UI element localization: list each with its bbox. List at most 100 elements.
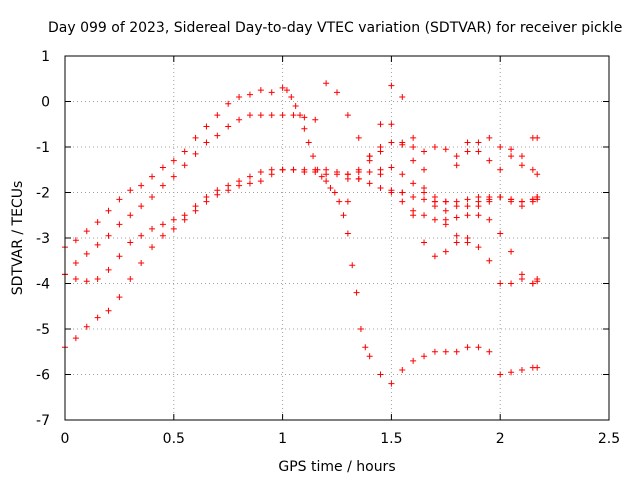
data-point: [344, 198, 351, 205]
data-point: [442, 207, 449, 214]
data-point: [203, 123, 210, 130]
data-point: [203, 198, 210, 205]
data-point: [431, 144, 438, 150]
data-point: [268, 171, 275, 178]
data-point: [225, 187, 232, 194]
data-point: [170, 157, 177, 164]
data-point: [508, 280, 515, 287]
data-point: [138, 232, 145, 239]
data-point: [292, 103, 299, 110]
data-point: [323, 178, 330, 185]
data-point: [431, 216, 438, 223]
data-point: [279, 84, 286, 91]
data-point: [518, 162, 525, 169]
y-tick-label: -7: [36, 413, 50, 429]
data-point: [508, 146, 515, 153]
data-point: [399, 139, 406, 146]
data-point: [288, 93, 295, 100]
data-point: [377, 166, 384, 173]
data-point: [475, 139, 482, 146]
data-point: [72, 237, 79, 244]
data-point: [410, 180, 417, 187]
data-point: [334, 89, 340, 96]
data-point: [83, 250, 90, 257]
data-point: [290, 112, 297, 119]
x-tick-label: 1.5: [380, 431, 402, 447]
data-point: [421, 184, 428, 191]
data-point: [534, 171, 541, 178]
data-point: [421, 196, 428, 203]
x-tick-label: 1: [278, 431, 287, 447]
data-point: [355, 166, 362, 173]
chart-title: Day 099 of 2023, Sidereal Day-to-day VTE…: [48, 20, 622, 36]
series-sat-3: [62, 164, 541, 285]
data-point: [83, 323, 90, 330]
data-point: [529, 280, 536, 287]
data-point: [464, 196, 471, 203]
data-point: [138, 260, 145, 267]
data-point: [366, 153, 373, 160]
x-axis-title: GPS time / hours: [278, 459, 395, 475]
data-point: [442, 248, 449, 255]
data-point: [388, 164, 395, 171]
y-tick-label: -4: [36, 277, 50, 293]
data-point: [475, 148, 482, 155]
data-point: [127, 275, 134, 282]
data-point: [410, 134, 417, 141]
data-point: [312, 166, 319, 173]
data-point: [518, 275, 525, 282]
data-point: [534, 194, 541, 201]
data-point: [318, 173, 325, 180]
data-point: [127, 239, 134, 246]
data-point: [149, 194, 156, 201]
data-point: [257, 112, 264, 119]
data-point: [421, 166, 428, 173]
data-point: [170, 225, 177, 232]
data-point: [464, 148, 471, 155]
data-point: [127, 212, 134, 219]
data-point: [464, 212, 471, 219]
data-point: [327, 184, 334, 191]
axis-ticks: [64, 55, 610, 421]
y-tick-label: -6: [36, 368, 50, 384]
y-tick-label: -1: [36, 140, 50, 156]
data-point: [290, 166, 297, 173]
data-point: [508, 248, 515, 255]
data-point: [464, 139, 471, 146]
x-tick-labels: 0 0.5 1 1.5 2 2.5: [61, 431, 621, 447]
data-point: [518, 153, 525, 160]
data-point: [518, 198, 525, 205]
data-point: [94, 314, 101, 321]
data-point: [355, 175, 362, 182]
data-point: [442, 146, 449, 153]
data-point: [203, 139, 210, 146]
data-point: [181, 162, 188, 169]
data-point: [159, 221, 166, 228]
data-point: [464, 344, 471, 351]
y-tick-label: 0: [41, 95, 50, 111]
data-point: [442, 221, 449, 228]
data-point: [279, 112, 286, 119]
x-tick-label: 2: [496, 431, 505, 447]
data-point: [410, 212, 417, 219]
data-point: [421, 239, 428, 246]
data-point: [388, 82, 395, 89]
data-point: [214, 132, 221, 139]
data-point: [410, 157, 417, 164]
data-point: [105, 266, 112, 273]
data-point: [305, 139, 312, 146]
data-point: [312, 116, 319, 123]
data-point: [475, 212, 482, 219]
data-point: [116, 294, 123, 301]
data-point: [116, 196, 123, 203]
data-point: [344, 112, 351, 119]
data-point: [475, 244, 482, 251]
data-point: [138, 182, 145, 189]
grid: [65, 56, 609, 420]
data-point: [159, 182, 166, 189]
data-point: [508, 369, 515, 376]
data-point: [453, 239, 460, 246]
y-tick-label: -3: [36, 231, 50, 247]
data-point: [453, 198, 460, 205]
data-point: [353, 289, 360, 296]
